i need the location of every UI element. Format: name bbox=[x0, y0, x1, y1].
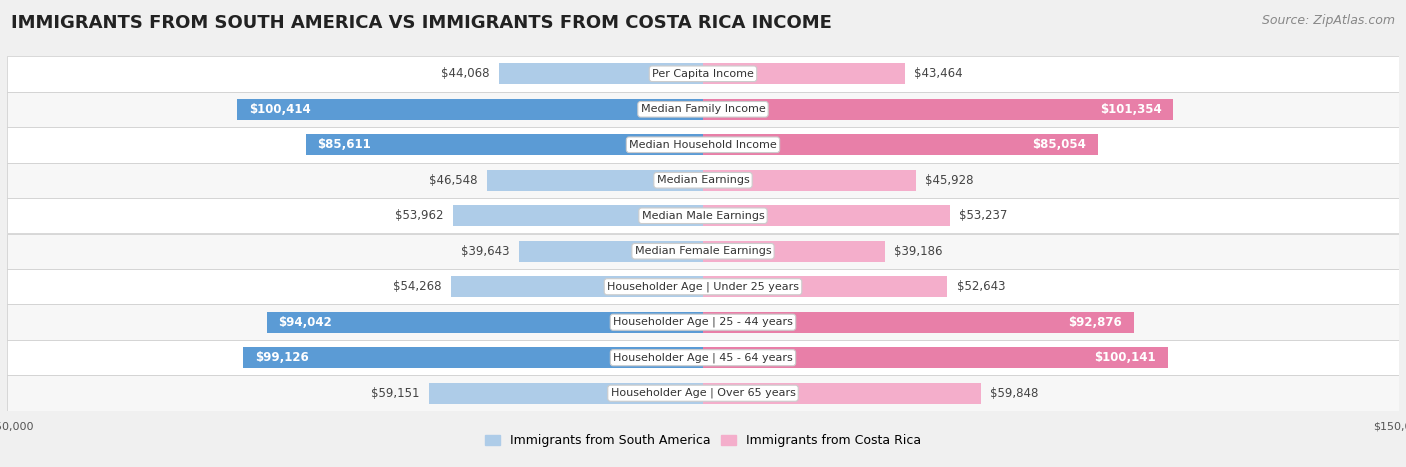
Text: IMMIGRANTS FROM SOUTH AMERICA VS IMMIGRANTS FROM COSTA RICA INCOME: IMMIGRANTS FROM SOUTH AMERICA VS IMMIGRA… bbox=[11, 14, 832, 32]
Bar bbox=[267, 311, 703, 333]
Text: $54,268: $54,268 bbox=[394, 280, 441, 293]
Text: $101,354: $101,354 bbox=[1099, 103, 1161, 116]
Bar bbox=[499, 63, 703, 85]
Text: Source: ZipAtlas.com: Source: ZipAtlas.com bbox=[1261, 14, 1395, 27]
Text: $43,464: $43,464 bbox=[914, 67, 963, 80]
Text: $59,848: $59,848 bbox=[990, 387, 1039, 400]
Text: Median Male Earnings: Median Male Earnings bbox=[641, 211, 765, 221]
Bar bbox=[703, 382, 980, 404]
Bar bbox=[7, 163, 1399, 198]
Bar bbox=[453, 205, 703, 226]
Bar bbox=[243, 347, 703, 368]
Text: $100,414: $100,414 bbox=[249, 103, 311, 116]
Bar bbox=[7, 92, 1399, 127]
Bar bbox=[703, 63, 904, 85]
Text: $46,548: $46,548 bbox=[429, 174, 478, 187]
Text: $92,876: $92,876 bbox=[1069, 316, 1122, 329]
Text: $99,126: $99,126 bbox=[254, 351, 308, 364]
Bar bbox=[703, 134, 1098, 156]
Text: $53,237: $53,237 bbox=[959, 209, 1008, 222]
Text: Median Household Income: Median Household Income bbox=[628, 140, 778, 150]
Bar bbox=[703, 99, 1173, 120]
Bar bbox=[238, 99, 703, 120]
Legend: Immigrants from South America, Immigrants from Costa Rica: Immigrants from South America, Immigrant… bbox=[485, 434, 921, 447]
Bar bbox=[7, 127, 1399, 163]
Bar bbox=[305, 134, 703, 156]
Bar bbox=[7, 269, 1399, 304]
Bar bbox=[7, 198, 1399, 234]
Text: Median Family Income: Median Family Income bbox=[641, 104, 765, 114]
Bar bbox=[703, 347, 1167, 368]
Bar bbox=[486, 170, 703, 191]
Text: $59,151: $59,151 bbox=[371, 387, 419, 400]
Bar bbox=[7, 375, 1399, 411]
Text: Median Earnings: Median Earnings bbox=[657, 175, 749, 185]
Text: Per Capita Income: Per Capita Income bbox=[652, 69, 754, 79]
Bar bbox=[7, 234, 1399, 269]
Bar bbox=[703, 170, 917, 191]
Text: Householder Age | Under 25 years: Householder Age | Under 25 years bbox=[607, 282, 799, 292]
Text: $44,068: $44,068 bbox=[440, 67, 489, 80]
Bar bbox=[519, 241, 703, 262]
Text: $85,054: $85,054 bbox=[1032, 138, 1085, 151]
Text: $100,141: $100,141 bbox=[1094, 351, 1156, 364]
Text: $53,962: $53,962 bbox=[395, 209, 443, 222]
Bar bbox=[7, 304, 1399, 340]
Text: Householder Age | 25 - 44 years: Householder Age | 25 - 44 years bbox=[613, 317, 793, 327]
Text: $85,611: $85,611 bbox=[318, 138, 371, 151]
Text: $39,186: $39,186 bbox=[894, 245, 942, 258]
Bar bbox=[429, 382, 703, 404]
Text: $45,928: $45,928 bbox=[925, 174, 974, 187]
Bar bbox=[7, 340, 1399, 375]
Text: $94,042: $94,042 bbox=[278, 316, 332, 329]
Bar bbox=[703, 311, 1133, 333]
Bar bbox=[703, 205, 950, 226]
Bar bbox=[7, 56, 1399, 92]
Text: $52,643: $52,643 bbox=[956, 280, 1005, 293]
Text: Householder Age | Over 65 years: Householder Age | Over 65 years bbox=[610, 388, 796, 398]
Text: $39,643: $39,643 bbox=[461, 245, 510, 258]
Text: Median Female Earnings: Median Female Earnings bbox=[634, 246, 772, 256]
Text: Householder Age | 45 - 64 years: Householder Age | 45 - 64 years bbox=[613, 353, 793, 363]
Bar bbox=[703, 276, 948, 297]
Bar bbox=[451, 276, 703, 297]
Bar bbox=[703, 241, 884, 262]
